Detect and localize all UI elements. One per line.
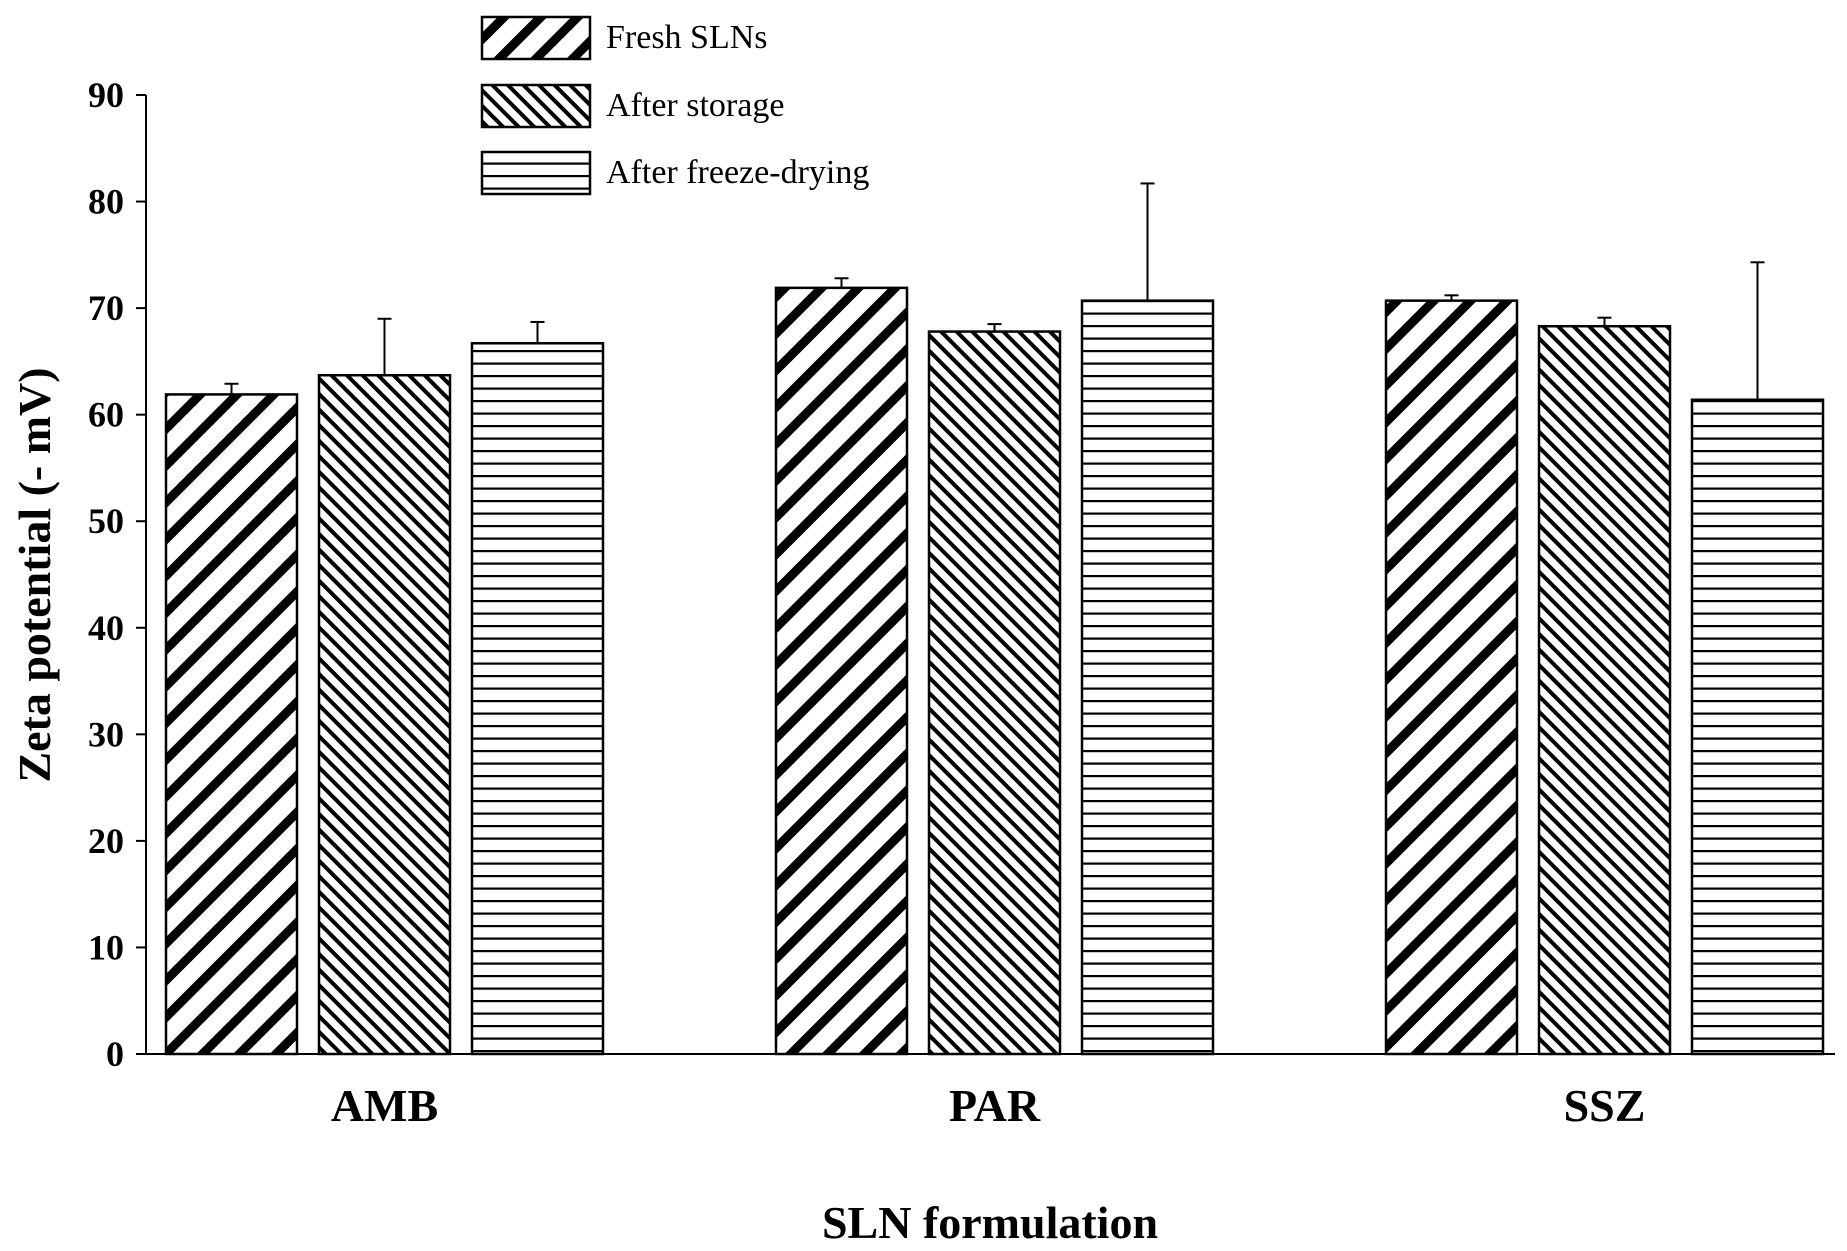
legend-item-after-storage: After storage <box>480 83 784 129</box>
legend-swatch <box>480 15 592 61</box>
y-tick-label: 40 <box>88 608 124 648</box>
legend: Fresh SLNs After storage After freeze-dryi… <box>480 15 869 196</box>
x-category-label-par: PAR <box>949 1080 1041 1131</box>
bar-par-after-storage <box>927 330 1062 1056</box>
y-tick-label: 10 <box>88 927 124 967</box>
legend-swatch <box>480 83 592 129</box>
y-tick-label: 30 <box>88 714 124 754</box>
y-tick-label: 70 <box>88 288 124 328</box>
y-axis-title: Zeta potential (- mV) <box>9 367 60 782</box>
bar-par-after-freeze-drying <box>1080 299 1215 1056</box>
y-tick-label: 60 <box>88 395 124 435</box>
bar-amb-after-freeze-drying <box>470 342 605 1056</box>
y-tick-label: 90 <box>88 75 124 115</box>
x-axis-title: SLN formulation <box>822 1197 1158 1248</box>
legend-swatch <box>480 150 592 196</box>
bars-layer <box>164 182 1825 1056</box>
axes-layer <box>145 95 1835 1055</box>
y-ticks: 0 10 20 30 40 50 60 70 80 90 <box>88 75 146 1074</box>
legend-label: Fresh SLNs <box>606 19 768 56</box>
bar-ssz-after-freeze-drying <box>1690 398 1825 1056</box>
bar-par-fresh-slns <box>774 286 909 1056</box>
bar-ssz-fresh-slns <box>1384 299 1519 1056</box>
y-tick-label: 20 <box>88 821 124 861</box>
legend-label: After storage <box>606 87 784 124</box>
x-category-label-amb: AMB <box>331 1080 438 1131</box>
x-category-label-ssz: SSZ <box>1564 1080 1646 1131</box>
legend-item-fresh-slns: Fresh SLNs <box>480 15 768 61</box>
y-tick-label: 80 <box>88 182 124 222</box>
legend-label: After freeze-drying <box>606 154 869 191</box>
bar-ssz-after-storage <box>1537 324 1672 1056</box>
bar-amb-after-storage <box>317 373 452 1056</box>
bar-amb-fresh-slns <box>164 393 299 1056</box>
legend-item-after-freeze-drying: After freeze-drying <box>480 150 869 196</box>
y-tick-label: 0 <box>106 1034 124 1074</box>
x-category-labels: AMB PAR SSZ <box>331 1080 1646 1131</box>
y-tick-label: 50 <box>88 501 124 541</box>
